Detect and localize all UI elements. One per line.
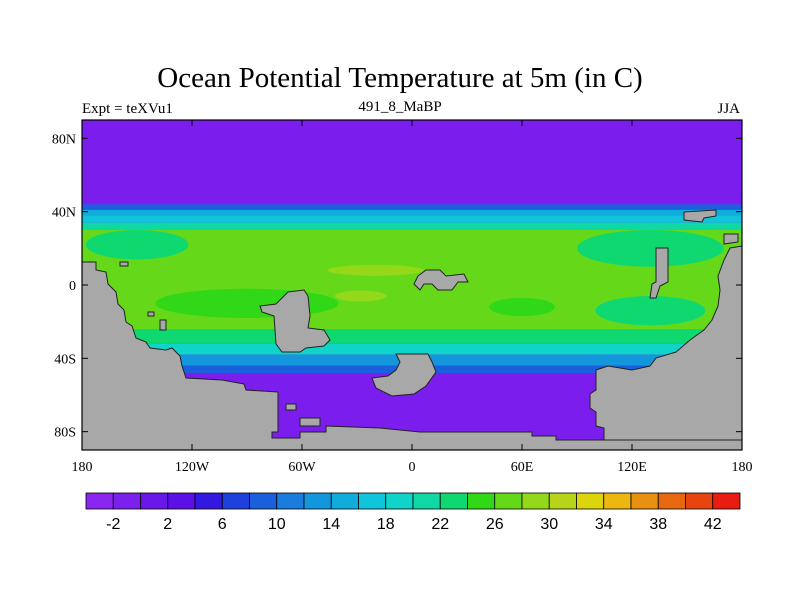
x-tick-label: 60W — [288, 460, 316, 475]
experiment-label: Expt = teXVu1 — [82, 101, 173, 117]
land-island-a — [119, 261, 129, 267]
colorbar-swatch — [603, 492, 632, 510]
colorbar-swatch — [657, 492, 686, 510]
temperature-band — [82, 209, 742, 216]
temperature-band — [82, 343, 742, 355]
colorbar-label: 26 — [486, 516, 504, 533]
colorbar-label: 42 — [704, 516, 722, 533]
colorbar-swatch — [194, 492, 223, 510]
land-small-1 — [285, 403, 297, 411]
land-east-islands — [723, 233, 739, 245]
colorbar-swatch — [712, 492, 741, 510]
temperature-bands — [82, 204, 742, 373]
temperature-band — [82, 206, 742, 210]
colorbar-swatch — [112, 492, 141, 510]
temperature-band — [82, 215, 742, 223]
land-south-island — [371, 353, 437, 397]
y-tick-label: 80S — [54, 426, 76, 441]
colorbar-swatch — [467, 492, 496, 510]
land-west — [82, 261, 742, 450]
land-east-south — [589, 245, 742, 441]
temperature-blob — [577, 230, 724, 267]
temperature-band — [82, 329, 742, 344]
colorbar-label: 30 — [540, 516, 558, 533]
temperature-blob — [85, 230, 189, 260]
colorbar-swatch — [630, 492, 659, 510]
colorbar: -2 2 6 10 14 18 22 26 30 34 38 42 — [85, 492, 741, 533]
x-tick-label: 180 — [732, 460, 753, 475]
colorbar-label: 38 — [649, 516, 667, 533]
colorbar-swatch — [330, 492, 359, 510]
x-tick-label: 120W — [175, 460, 210, 475]
x-tick-label: 60E — [511, 460, 534, 475]
colorbar-swatch — [221, 492, 250, 510]
axes: 180 120W 60W 0 60E 120E 180 80N 40N 0 40S 80S — [52, 120, 753, 475]
colorbar-label: 6 — [218, 516, 227, 533]
season-label: JJA — [717, 101, 740, 117]
colorbar-swatch — [548, 492, 577, 510]
temperature-band — [82, 204, 742, 207]
colorbar-swatch — [385, 492, 414, 510]
colorbar-label: 14 — [322, 516, 340, 533]
temperature-blob — [595, 296, 706, 326]
x-tick-label: 120E — [617, 460, 647, 475]
colorbar-swatch — [521, 492, 550, 510]
y-tick-label: 80N — [52, 132, 76, 147]
colorbar-swatch — [85, 492, 114, 510]
temperature-blob — [489, 297, 555, 317]
period-label: 491_8_MaBP — [358, 99, 442, 115]
x-tick-label: 180 — [72, 460, 93, 475]
colorbar-swatch — [140, 492, 169, 510]
colorbar-swatch — [358, 492, 387, 510]
y-tick-label: 40S — [54, 352, 76, 367]
chart-title: Ocean Potential Temperature at 5m (in C) — [157, 62, 643, 94]
colorbar-swatch — [167, 492, 196, 510]
colorbar-swatch — [439, 492, 468, 510]
colorbar-label: 22 — [431, 516, 449, 533]
y-tick-label: 0 — [69, 279, 76, 294]
land-central — [259, 289, 331, 353]
colorbar-swatch — [303, 492, 332, 510]
colorbar-swatch — [685, 492, 714, 510]
land-ne-island — [683, 209, 717, 223]
land-masses — [82, 209, 742, 450]
temperature-blob — [327, 264, 424, 276]
land-equatorial — [413, 269, 469, 291]
colorbar-swatch — [576, 492, 605, 510]
temperature-blob — [335, 290, 387, 302]
colorbar-swatch — [412, 492, 441, 510]
colorbar-swatch — [276, 492, 305, 510]
y-tick-label: 40N — [52, 206, 76, 221]
colorbar-swatch — [249, 492, 278, 510]
x-tick-label: 0 — [409, 460, 416, 475]
colorbar-label: 2 — [163, 516, 172, 533]
colorbar-label: 18 — [377, 516, 395, 533]
colorbar-label: 34 — [595, 516, 613, 533]
land-thin-island — [649, 247, 669, 299]
colorbar-label: 10 — [268, 516, 286, 533]
temperature-blob — [155, 288, 339, 319]
colorbar-label: -2 — [106, 516, 120, 533]
land-island-c — [159, 319, 167, 331]
land-island-b — [147, 311, 155, 317]
colorbar-swatch — [494, 492, 523, 510]
temperature-band — [82, 222, 742, 230]
land-small-2 — [299, 417, 321, 427]
